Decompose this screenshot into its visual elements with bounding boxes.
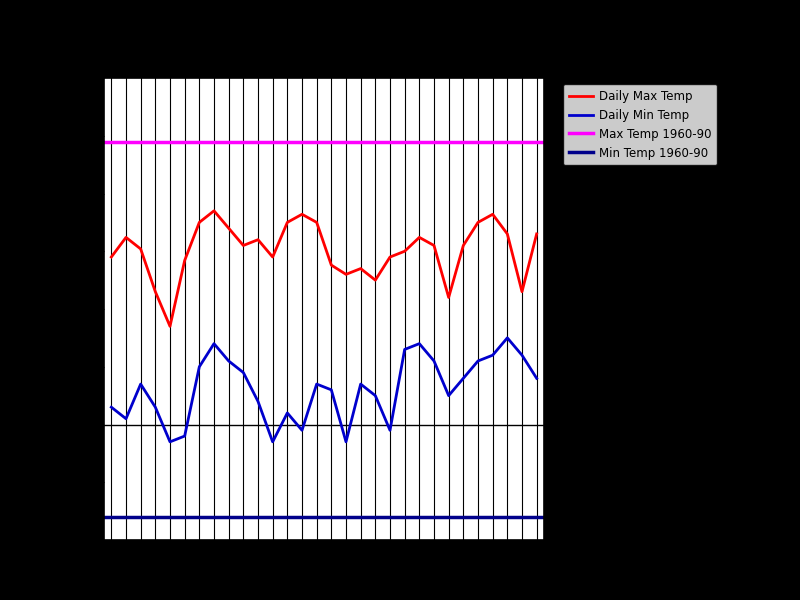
Daily Min Temp bbox=[341, 438, 350, 445]
Daily Max Temp bbox=[386, 253, 395, 260]
Daily Max Temp bbox=[400, 248, 410, 255]
Daily Min Temp bbox=[400, 346, 410, 353]
X-axis label: Day number: Day number bbox=[286, 565, 362, 578]
Daily Max Temp bbox=[444, 294, 454, 301]
Daily Min Temp bbox=[282, 409, 292, 416]
Daily Max Temp bbox=[298, 211, 307, 218]
Daily Min Temp bbox=[356, 380, 366, 388]
Daily Max Temp bbox=[224, 224, 234, 232]
Line: Daily Min Temp: Daily Min Temp bbox=[111, 338, 537, 442]
Daily Max Temp bbox=[414, 234, 424, 241]
Daily Min Temp bbox=[488, 352, 498, 359]
Daily Min Temp bbox=[150, 404, 160, 411]
Max Temp 1960-90 bbox=[106, 138, 116, 145]
Daily Min Temp bbox=[224, 358, 234, 365]
Daily Max Temp bbox=[429, 242, 438, 249]
Daily Min Temp bbox=[312, 380, 322, 388]
Daily Min Temp bbox=[429, 358, 438, 365]
Daily Max Temp bbox=[165, 323, 174, 330]
Daily Max Temp bbox=[458, 242, 468, 249]
Daily Min Temp bbox=[502, 334, 512, 341]
Daily Min Temp bbox=[458, 374, 468, 382]
Daily Min Temp bbox=[165, 438, 174, 445]
Daily Min Temp bbox=[268, 438, 278, 445]
Daily Max Temp bbox=[268, 253, 278, 260]
Daily Max Temp bbox=[517, 288, 526, 295]
Daily Min Temp bbox=[444, 392, 454, 399]
Daily Min Temp bbox=[238, 369, 248, 376]
Daily Min Temp bbox=[180, 433, 190, 440]
Daily Max Temp bbox=[488, 211, 498, 218]
Daily Max Temp bbox=[106, 253, 116, 260]
Daily Max Temp bbox=[282, 219, 292, 226]
Daily Min Temp bbox=[253, 398, 262, 405]
Daily Min Temp bbox=[370, 392, 380, 399]
Min Temp 1960-90 bbox=[106, 513, 116, 520]
Daily Min Temp bbox=[298, 427, 307, 434]
Daily Max Temp bbox=[326, 262, 336, 269]
Daily Min Temp bbox=[194, 363, 204, 370]
Text: Payhembury Temperatures: Payhembury Temperatures bbox=[221, 31, 427, 46]
Max Temp 1960-90 bbox=[92, 138, 102, 145]
Daily Max Temp bbox=[150, 288, 160, 295]
Daily Max Temp bbox=[180, 257, 190, 264]
Min Temp 1960-90 bbox=[92, 513, 102, 520]
Daily Min Temp bbox=[474, 358, 483, 365]
Line: Daily Max Temp: Daily Max Temp bbox=[111, 211, 537, 326]
Daily Min Temp bbox=[106, 404, 116, 411]
Daily Min Temp bbox=[122, 415, 131, 422]
Daily Max Temp bbox=[238, 242, 248, 249]
Daily Min Temp bbox=[532, 374, 542, 382]
Daily Max Temp bbox=[370, 277, 380, 284]
Daily Max Temp bbox=[532, 230, 542, 238]
Legend: Daily Max Temp, Daily Min Temp, Max Temp 1960-90, Min Temp 1960-90: Daily Max Temp, Daily Min Temp, Max Temp… bbox=[563, 84, 717, 166]
Daily Max Temp bbox=[122, 234, 131, 241]
Daily Max Temp bbox=[341, 271, 350, 278]
Daily Min Temp bbox=[136, 380, 146, 388]
Daily Max Temp bbox=[474, 219, 483, 226]
Text: April 2012: April 2012 bbox=[288, 46, 360, 60]
Daily Min Temp bbox=[517, 352, 526, 359]
Daily Min Temp bbox=[210, 340, 219, 347]
Daily Max Temp bbox=[136, 245, 146, 253]
Daily Max Temp bbox=[210, 207, 219, 214]
Daily Max Temp bbox=[502, 230, 512, 238]
Daily Min Temp bbox=[386, 427, 395, 434]
Daily Min Temp bbox=[326, 386, 336, 394]
Daily Max Temp bbox=[356, 265, 366, 272]
Daily Max Temp bbox=[253, 236, 262, 244]
Daily Max Temp bbox=[312, 219, 322, 226]
Daily Min Temp bbox=[414, 340, 424, 347]
Daily Max Temp bbox=[194, 219, 204, 226]
